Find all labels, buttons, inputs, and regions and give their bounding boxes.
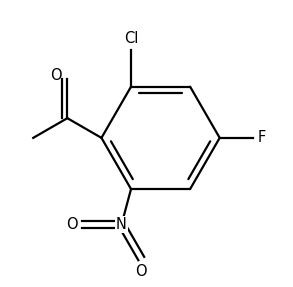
Text: O: O (66, 217, 78, 232)
Text: N: N (116, 217, 127, 232)
Text: O: O (135, 264, 147, 279)
Text: Cl: Cl (124, 31, 138, 46)
Text: F: F (258, 130, 266, 146)
Text: O: O (50, 69, 62, 84)
